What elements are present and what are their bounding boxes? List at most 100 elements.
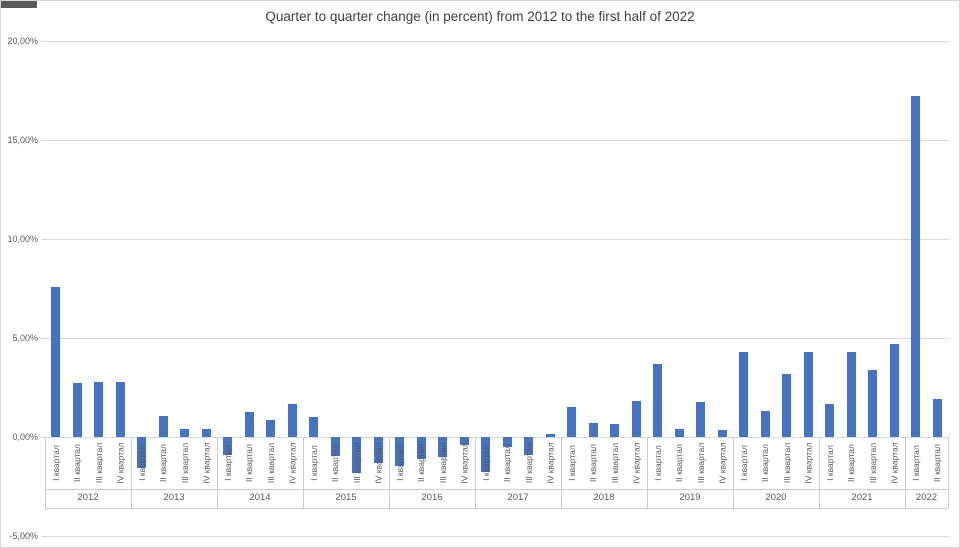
- x-axis-year-label-2017: 2017: [507, 492, 529, 503]
- bar-2020-q3[interactable]: [782, 373, 792, 437]
- x-axis-quarter-label: I квартал: [45, 439, 67, 487]
- x-axis-quarter-label: III квартал: [432, 439, 454, 487]
- gridline-10pct: [41, 239, 949, 240]
- x-axis-quarter-label: III квартал: [174, 439, 196, 487]
- bar-2017-q3[interactable]: [524, 437, 534, 455]
- x-axis-group-separator: [475, 437, 476, 508]
- quarter-label-text: II квартал: [846, 444, 857, 482]
- bar-2012-q4[interactable]: [115, 381, 125, 437]
- bar-2016-q4[interactable]: [459, 437, 469, 445]
- quarter-label-text: II квартал: [760, 444, 771, 482]
- quarter-label-text: III квартал: [781, 442, 792, 484]
- bar-2019-q4[interactable]: [717, 430, 727, 437]
- quarter-label-text: III квартал: [609, 442, 620, 484]
- bar-2017-q2[interactable]: [502, 437, 512, 447]
- y-axis-tick-label: 20,00%: [7, 36, 38, 46]
- bar-2013-q1[interactable]: [137, 437, 147, 468]
- x-axis-quarter-label: IV квартал: [110, 439, 132, 487]
- x-axis-quarter-label: IV квартал: [540, 439, 562, 487]
- x-axis-quarter-label: IV квартал: [626, 439, 648, 487]
- x-axis-quarter-label: I квартал: [131, 439, 153, 487]
- gridline-0pct: [41, 437, 949, 438]
- bar-2015-q1[interactable]: [309, 417, 319, 437]
- bar-2014-q3[interactable]: [266, 420, 276, 437]
- bar-2013-q2[interactable]: [158, 416, 168, 437]
- bar-2016-q2[interactable]: [416, 437, 426, 459]
- bar-2021-q2[interactable]: [846, 351, 856, 437]
- x-axis-group-separator: [905, 437, 906, 508]
- bar-2020-q1[interactable]: [739, 351, 749, 437]
- x-axis-quarter-label: II квартал: [67, 439, 89, 487]
- gridline-20pct: [41, 41, 949, 42]
- bar-2020-q2[interactable]: [760, 411, 770, 437]
- quarter-label-text: I квартал: [566, 445, 577, 481]
- x-axis-quarter-label: III квартал: [604, 439, 626, 487]
- x-axis-group-separator: [389, 437, 390, 508]
- bar-2021-q1[interactable]: [825, 404, 835, 437]
- x-axis-year-label-2016: 2016: [421, 492, 443, 503]
- bar-2012-q2[interactable]: [72, 382, 82, 437]
- x-axis-group-separator: [45, 437, 46, 508]
- bar-2015-q3[interactable]: [352, 437, 362, 473]
- bar-2021-q3[interactable]: [868, 369, 878, 437]
- bar-2012-q3[interactable]: [94, 381, 104, 437]
- bar-2021-q4[interactable]: [889, 343, 899, 437]
- bar-2018-q3[interactable]: [610, 424, 620, 437]
- x-axis-year-label-2012: 2012: [77, 492, 99, 503]
- x-axis-quarter-label: III квартал: [776, 439, 798, 487]
- bar-2013-q4[interactable]: [201, 429, 211, 437]
- x-axis-quarter-label: II квартал: [669, 439, 691, 487]
- window-edge-artifact: [1, 1, 37, 8]
- x-axis-group-separator: [733, 437, 734, 508]
- chart-title: Quarter to quarter change (in percent) f…: [265, 9, 695, 24]
- x-axis-year-label-2015: 2015: [335, 492, 357, 503]
- x-axis-group-separator: [303, 437, 304, 508]
- bar-2018-q4[interactable]: [631, 401, 641, 437]
- bar-2019-q2[interactable]: [674, 429, 684, 437]
- bar-2014-q1[interactable]: [223, 437, 233, 455]
- bar-2017-q4[interactable]: [545, 434, 555, 437]
- x-axis-quarter-label: IV квартал: [368, 439, 390, 487]
- quarter-label-text: III квартал: [93, 442, 104, 484]
- bar-2019-q3[interactable]: [696, 402, 706, 437]
- quarter-label-text: II квартал: [502, 444, 513, 482]
- x-axis-quarter-label: IV квартал: [884, 439, 906, 487]
- x-axis-quarter-label: II квартал: [153, 439, 175, 487]
- quarter-label-text: IV квартал: [115, 442, 126, 484]
- bar-2014-q4[interactable]: [287, 404, 297, 437]
- bar-2014-q2[interactable]: [244, 412, 254, 437]
- x-axis-year-label-2021: 2021: [851, 492, 873, 503]
- quarter-label-text: I квартал: [480, 445, 491, 481]
- quarter-label-text: III квартал: [351, 442, 362, 484]
- quarter-label-text: II квартал: [932, 444, 943, 482]
- bar-2018-q1[interactable]: [567, 407, 577, 437]
- bar-2022-q1[interactable]: [911, 96, 921, 437]
- y-axis-tick-label: 5,00%: [12, 333, 38, 343]
- bar-2015-q2[interactable]: [330, 437, 340, 456]
- x-axis-quarter-label: I квартал: [561, 439, 583, 487]
- quarter-label-text: III квартал: [695, 442, 706, 484]
- quarter-label-text: II квартал: [244, 444, 255, 482]
- x-axis-quarter-label: III квартал: [690, 439, 712, 487]
- x-axis-quarter-label: III квартал: [862, 439, 884, 487]
- bar-2012-q1[interactable]: [51, 286, 61, 437]
- bar-2018-q2[interactable]: [588, 423, 598, 437]
- quarter-label-text: II квартал: [158, 444, 169, 482]
- bar-2020-q4[interactable]: [803, 351, 813, 437]
- bar-2013-q3[interactable]: [180, 429, 190, 437]
- y-axis-tick-label: 10,00%: [7, 234, 38, 244]
- bar-2016-q3[interactable]: [438, 437, 448, 457]
- bar-2016-q1[interactable]: [395, 437, 405, 466]
- x-axis-tier-line: [45, 489, 948, 490]
- x-axis-quarter-label: I квартал: [733, 439, 755, 487]
- bar-2022-q2[interactable]: [932, 399, 942, 437]
- quarter-label-text: IV квартал: [803, 442, 814, 484]
- bar-2019-q1[interactable]: [653, 363, 663, 437]
- quarter-label-text: I квартал: [652, 445, 663, 481]
- bar-2017-q1[interactable]: [481, 437, 491, 472]
- x-axis-group-separator: [217, 437, 218, 508]
- bar-2015-q4[interactable]: [373, 437, 383, 463]
- x-axis-quarter-label: I квартал: [303, 439, 325, 487]
- quarter-label-text: I квартал: [308, 445, 319, 481]
